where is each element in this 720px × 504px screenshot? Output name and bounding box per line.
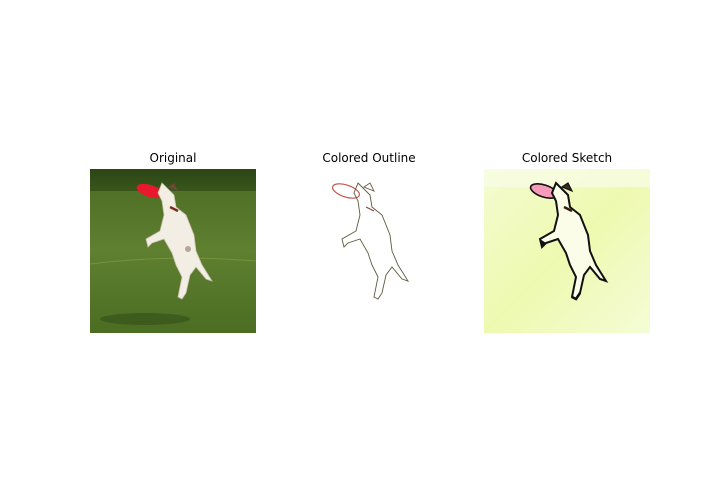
- panel-title: Colored Outline: [322, 151, 416, 165]
- outline-image: [286, 169, 452, 333]
- sketch-image: [484, 169, 650, 333]
- original-photo: [90, 169, 256, 333]
- panel-title: Colored Sketch: [521, 151, 613, 165]
- panel-title: Original: [149, 151, 197, 165]
